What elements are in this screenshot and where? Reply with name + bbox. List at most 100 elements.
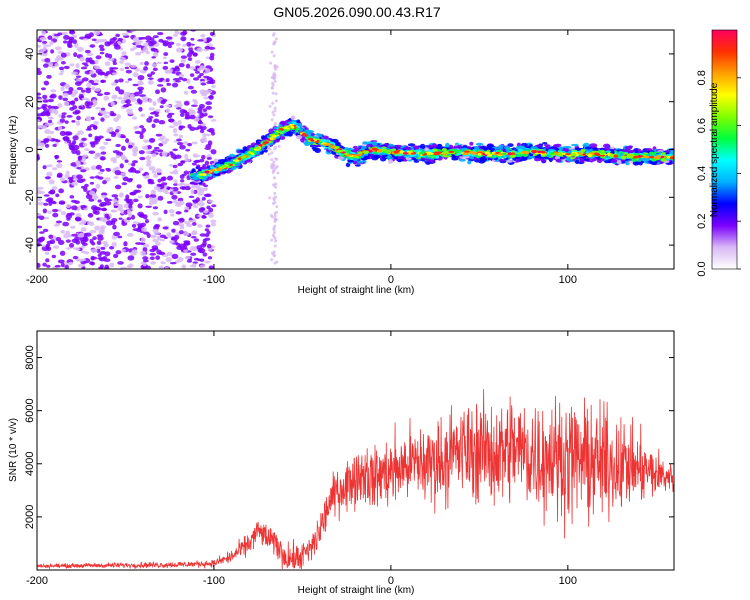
- spectrogram-band-blob: [520, 156, 528, 161]
- spectrogram-streak-blob: [273, 106, 277, 110]
- spectrogram-noise-blob: [76, 174, 83, 180]
- spectrogram-noise-blob: [44, 251, 50, 256]
- spectrogram-noise-blob: [206, 243, 212, 249]
- spectrogram-noise-blob: [95, 106, 101, 110]
- spectrogram-noise-blob: [171, 82, 179, 88]
- spectrogram-noise-blob: [77, 155, 83, 161]
- spectrogram-noise-blob: [197, 75, 202, 79]
- spectrogram-streak-blob: [272, 183, 276, 187]
- spectrogram-noise-blob: [47, 35, 53, 40]
- spectrogram-noise-blob: [95, 55, 102, 60]
- spectrogram-noise-blob: [152, 35, 159, 39]
- spectrogram-noise-blob: [94, 225, 101, 231]
- spectrogram-band-blob: [557, 147, 564, 151]
- spectrogram-noise-blob: [113, 42, 119, 47]
- spectrogram-noise-blob: [103, 114, 110, 118]
- spectrogram-band-blob: [515, 158, 520, 163]
- spectrogram-noise-blob: [150, 71, 156, 75]
- spectrogram-noise-blob: [141, 127, 146, 133]
- spectrogram-streak-blob: [272, 163, 276, 167]
- spectrogram-noise-blob: [166, 82, 171, 86]
- spectrogram-noise-blob: [151, 245, 159, 250]
- spectrogram-noise-blob: [111, 242, 117, 248]
- spectrogram-noise-blob: [53, 224, 60, 227]
- spectrogram-noise-blob: [106, 111, 111, 115]
- spectrogram-noise-blob: [43, 80, 50, 86]
- spectrogram-noise-blob: [171, 194, 178, 200]
- spectrogram-noise-blob: [43, 63, 49, 68]
- spectrogram-noise-blob: [45, 258, 50, 263]
- spectrogram-noise-blob: [134, 91, 140, 97]
- spectrogram-noise-blob: [132, 72, 139, 78]
- spectrogram-noise-blob: [132, 221, 138, 224]
- spectrogram-noise-blob: [197, 39, 204, 42]
- spectrogram-noise-blob: [76, 87, 84, 91]
- spectrogram-noise-blob: [150, 189, 157, 195]
- spectrogram-band-blob: [584, 146, 592, 150]
- spectrogram-noise-blob: [200, 140, 208, 143]
- spectrogram-noise-blob: [178, 77, 184, 80]
- spectrogram-noise-blob: [165, 104, 172, 108]
- spectrogram-noise-blob: [44, 58, 51, 63]
- spectrogram-noise-blob: [62, 97, 69, 102]
- spectrogram-noise-blob: [120, 172, 127, 176]
- spectrogram-noise-blob: [90, 255, 95, 261]
- spectrogram-noise-blob: [175, 211, 182, 215]
- spectrogram-noise-blob: [71, 205, 78, 211]
- spectrogram-streak-blob: [273, 191, 277, 195]
- spectrogram-band-blob: [480, 145, 487, 150]
- spectrogram-noise-blob: [70, 162, 78, 167]
- spectrogram-noise-blob: [207, 115, 214, 119]
- spectrogram-noise-blob: [163, 52, 169, 57]
- spectrogram-noise-blob: [135, 52, 142, 56]
- spectrogram-noise-blob: [143, 243, 150, 248]
- spectrogram-streak-blob: [270, 158, 274, 162]
- spectrogram-noise-blob: [110, 209, 116, 213]
- spectrogram-band-blob: [387, 159, 394, 164]
- spectrogram-noise-blob: [85, 193, 93, 200]
- spectrogram-noise-blob: [144, 61, 149, 66]
- spectrogram-noise-blob: [143, 66, 149, 71]
- spectrogram-noise-blob: [199, 158, 205, 163]
- spectrogram-noise-blob: [71, 233, 78, 237]
- spectrogram-noise-blob: [73, 89, 79, 95]
- spectrogram-band-blob: [498, 158, 506, 162]
- spectrogram-band-blob: [497, 146, 504, 151]
- spectrogram-noise-blob: [169, 59, 175, 63]
- spectrogram-noise-blob: [209, 31, 215, 36]
- spectrogram-noise-blob: [110, 82, 118, 86]
- spectrogram-noise-blob: [45, 244, 50, 250]
- spectrogram-noise-blob: [172, 190, 178, 195]
- spectrogram-noise-blob: [183, 231, 190, 236]
- spectrogram-noise-blob: [125, 69, 133, 74]
- spectrogram-noise-blob: [206, 205, 211, 210]
- spectrogram-noise-blob: [179, 174, 185, 180]
- spectrogram-noise-blob: [206, 230, 211, 235]
- spectrogram-noise-blob: [119, 67, 125, 71]
- spectrogram-band-blob: [196, 164, 201, 168]
- spectrogram-band-blob: [448, 144, 454, 150]
- spectrogram-band-blob: [356, 160, 364, 164]
- spectrogram-noise-blob: [99, 47, 105, 52]
- spectrogram-noise-blob: [190, 189, 195, 195]
- spectrogram-noise-blob: [133, 189, 139, 194]
- spectrogram-noise-blob: [42, 228, 49, 233]
- spectrogram-noise-blob: [84, 232, 92, 237]
- spectrogram-noise-blob: [182, 44, 187, 47]
- spectrogram-noise-blob: [175, 242, 181, 246]
- spectrogram-noise-blob: [191, 231, 197, 236]
- spectrogram-noise-blob: [97, 38, 104, 43]
- spectrogram-noise-blob: [69, 195, 75, 199]
- spectrogram-noise-blob: [120, 145, 127, 151]
- spectrogram-band-blob: [425, 161, 431, 165]
- spectrogram-band-blob: [570, 143, 579, 147]
- spectrogram-streak-blob: [273, 224, 277, 228]
- spectrogram-noise-blob: [139, 156, 146, 161]
- spectrogram-noise-blob: [178, 134, 184, 139]
- spectrogram-noise-blob: [132, 160, 139, 164]
- spectrogram-noise-blob: [172, 78, 180, 81]
- spectrogram-noise-blob: [117, 235, 123, 239]
- spectrogram-noise-blob: [64, 264, 69, 269]
- spectrogram-noise-blob: [98, 203, 105, 207]
- spectrogram-noise-blob: [95, 164, 102, 170]
